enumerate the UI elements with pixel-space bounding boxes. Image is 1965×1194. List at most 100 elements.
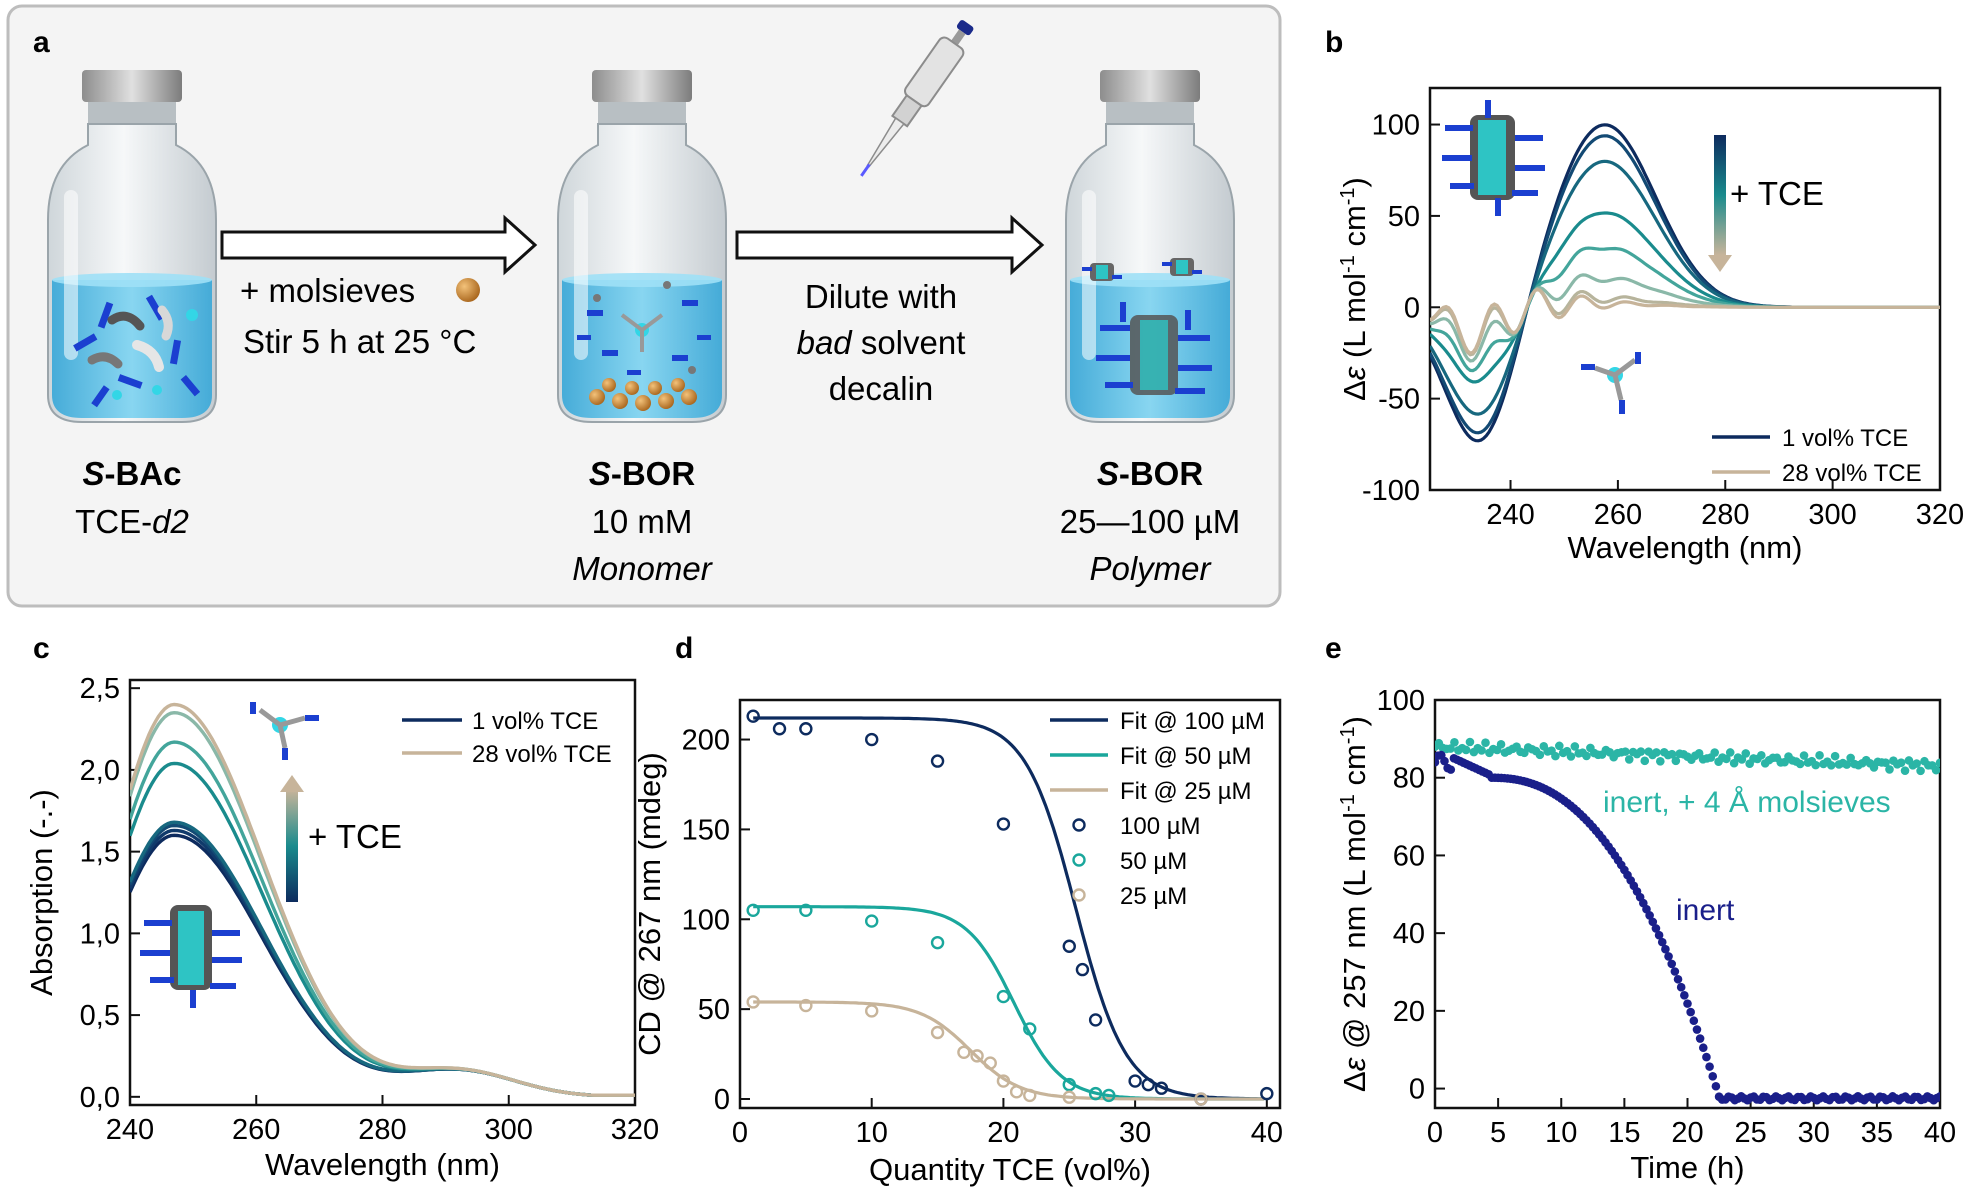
vial3-line3: Polymer — [1089, 550, 1212, 587]
data-point — [1023, 1088, 1037, 1103]
data-point-molsieves — [1799, 751, 1809, 760]
y-tick-label: 0,5 — [80, 1000, 120, 1032]
absorption-spectrum-line — [130, 710, 635, 1097]
vial1-line2: TCE-d2 — [75, 503, 189, 540]
legend-marker — [1072, 818, 1086, 832]
vial1-name: S-BAc — [82, 455, 181, 492]
data-point-molsieves — [1477, 746, 1486, 755]
data-point-molsieves — [1551, 751, 1560, 761]
tce-gradient-arrow-b — [1714, 135, 1726, 255]
panel-c-letter: c — [33, 632, 50, 665]
fit-line — [753, 716, 1265, 1101]
cd-spectrum-line — [1430, 287, 1940, 355]
data-point-molsieves — [1465, 737, 1475, 747]
data-point-molsieves — [1496, 740, 1506, 749]
data-point — [799, 998, 813, 1013]
data-point-molsieves — [1481, 738, 1490, 747]
x-tick-label: 15 — [1608, 1117, 1640, 1149]
arrow2-line1: Dilute with — [805, 278, 957, 315]
data-point-molsieves — [1757, 750, 1766, 760]
data-point-inert — [1708, 1072, 1718, 1081]
panel-d-letter: d — [675, 632, 693, 665]
panel-e-letter: e — [1325, 632, 1342, 665]
data-point-molsieves — [1624, 755, 1634, 764]
x-tick-label: 320 — [1916, 499, 1964, 531]
curves-b — [1430, 123, 1940, 443]
x-tick-label: 10 — [1545, 1117, 1577, 1149]
polymer-inset-b — [1442, 100, 1545, 216]
data-point-inert — [1692, 1025, 1702, 1034]
panel-b: b 240 260 280 300 320 -100 -50 0 50 100 Wavelength… — [1325, 26, 1964, 565]
y-tick-label: 20 — [1393, 996, 1425, 1028]
y-tick-label: 0 — [1404, 292, 1420, 324]
data-point-inert — [1651, 924, 1661, 933]
data-point — [1128, 1074, 1142, 1088]
legend-label: 25 µM — [1120, 883, 1187, 910]
data-point-inert — [1435, 757, 1440, 767]
axes-b: 240 260 280 300 320 -100 -50 0 50 100 Wavelength (… — [1337, 110, 1964, 565]
y-tick-label: 100 — [1377, 685, 1425, 717]
data-point-molsieves — [1652, 748, 1661, 757]
axes-c: 240 260 280 300 320 0,0 0,5 1,0 1,5 2,0 2,5 Wavelen… — [24, 673, 659, 1182]
data-point — [970, 1049, 984, 1063]
data-point — [865, 1004, 879, 1018]
y-axis-label: Δε @ 257 nm (L mol-1 cm-1) — [1337, 716, 1372, 1092]
legend-label: 50 µM — [1120, 848, 1187, 875]
monomer-cluster — [577, 281, 711, 375]
data-point-inert — [1667, 959, 1677, 969]
x-tick-label: 240 — [106, 1114, 154, 1146]
x-tick-label: 10 — [856, 1117, 888, 1149]
molsieve-beads — [589, 378, 697, 411]
data-point-inert — [1705, 1062, 1714, 1071]
legend-label: 1 vol% TCE — [472, 708, 598, 735]
x-tick-label: 280 — [358, 1114, 406, 1146]
pipette-icon — [860, 20, 974, 177]
y-axis-label-part: cm — [1337, 744, 1372, 794]
data-point-molsieves — [1636, 747, 1646, 756]
data-point — [1075, 962, 1090, 977]
data-point-inert — [1648, 917, 1658, 927]
data-point — [1154, 1081, 1169, 1095]
data-point — [957, 1045, 971, 1059]
arrow-2 — [735, 214, 1045, 276]
data-point — [1062, 939, 1076, 953]
arrow1-line1: + molsieves — [240, 272, 415, 309]
plot-frame-d — [738, 698, 1282, 1110]
data-point — [1088, 1086, 1103, 1101]
data-point-molsieves — [1570, 742, 1580, 751]
x-axis-label: Wavelength (nm) — [265, 1147, 500, 1182]
x-tick-label: 0 — [1427, 1117, 1443, 1149]
data-point — [930, 754, 945, 768]
panel-a-letter: a — [33, 26, 50, 59]
y-tick-label: 60 — [1393, 840, 1425, 872]
monomer-inset-c — [250, 702, 319, 760]
data-point — [799, 903, 813, 917]
data-point-molsieves — [1640, 756, 1650, 766]
data-point-molsieves — [1446, 744, 1455, 753]
vial2-line3: Monomer — [572, 550, 713, 587]
vial3-name: S-BOR — [1097, 455, 1204, 492]
legend-label: 28 vol% TCE — [472, 741, 612, 768]
data-point-molsieves — [1795, 759, 1805, 769]
data-point-molsieves — [1935, 758, 1940, 768]
data-point-inert — [1698, 1043, 1708, 1053]
tce-arrowhead-c — [280, 775, 304, 792]
data-point — [1062, 1077, 1076, 1092]
axes-e: 0 5 10 15 20 25 30 35 40 0 20 40 60 80 100 Time (h) Δε @… — [1337, 685, 1956, 1185]
y-axis-label-part: CD @ 267 nm (mdeg) — [632, 752, 667, 1056]
polymer-stack — [1082, 258, 1212, 395]
data-point — [1141, 1077, 1155, 1092]
data-point — [746, 995, 760, 1009]
data-point-inert — [1664, 952, 1673, 961]
data-point-molsieves — [1621, 747, 1630, 756]
y-tick-label: 0 — [714, 1084, 730, 1116]
vial-3 — [1065, 70, 1235, 423]
data-point-molsieves — [1846, 753, 1855, 763]
x-tick-label: 320 — [611, 1114, 659, 1146]
data-point-molsieves — [1555, 741, 1564, 751]
vial3-line2: 25—100 µM — [1060, 503, 1240, 540]
data-point-molsieves — [1450, 737, 1459, 747]
vial-1 — [47, 70, 217, 423]
y-axis-label-part: -1 — [1337, 255, 1359, 273]
data-point-inert — [1686, 1007, 1695, 1017]
